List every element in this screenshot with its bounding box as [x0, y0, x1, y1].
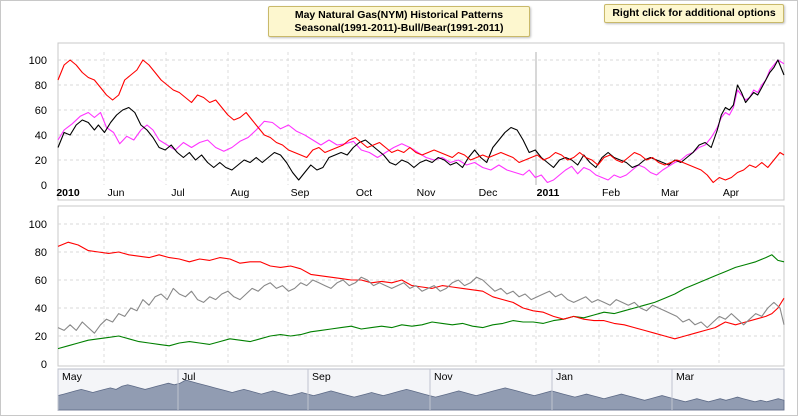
legend-value-15-year: 88.04	[287, 45, 315, 57]
options-button[interactable]: Right click for additional options	[604, 4, 784, 23]
legend-name-9yr-bull: 9Yr-Bull:	[150, 208, 195, 220]
legend-name-15-year: 15-Year:	[243, 45, 285, 57]
legend-value-3yr-neutral: 28.10	[411, 208, 438, 220]
legend-swatch-15-year	[232, 46, 241, 54]
legend-value-5-year: 24.14	[375, 45, 403, 57]
title-line-1: May Natural Gas(NYM) Historical Patterns	[294, 9, 504, 21]
legend-swatch-9yr-bull	[139, 209, 148, 217]
legend-name-21-year: 21-Year:	[150, 45, 192, 57]
legend-swatch-21-year	[139, 46, 148, 54]
legend-name-9yr-bear: 9Yr-Bear:	[247, 208, 295, 220]
title-line-2: Seasonal(1991-2011)-Bull/Bear(1991-2011)	[294, 22, 504, 34]
bottom-legend: Apr 27, 2011: 9Yr-Bull: 73.19 9Yr-Bear: …	[58, 206, 784, 222]
chart-title: May Natural Gas(NYM) Historical Patterns…	[268, 6, 530, 37]
top-legend: Apr 27, 2011: 21-Year: 97.11 15-Year: 88…	[58, 43, 784, 59]
legend-name-3yr-neutral: 3Yr-Neutral:	[348, 208, 409, 220]
legend-name-5-year: 5-Year:	[337, 45, 373, 57]
legend-swatch-9yr-bear	[236, 209, 245, 217]
legend-value-9yr-bull: 73.19	[197, 208, 224, 220]
bottom-legend-date: Apr 27, 2011:	[62, 208, 127, 220]
legend-swatch-3yr-neutral	[337, 209, 346, 217]
legend-swatch-5-year	[326, 46, 335, 54]
top-legend-date: Apr 27, 2011:	[62, 45, 127, 57]
legend-value-21-year: 97.11	[194, 45, 221, 57]
legend-value-9yr-bear: 47.00	[297, 208, 325, 220]
